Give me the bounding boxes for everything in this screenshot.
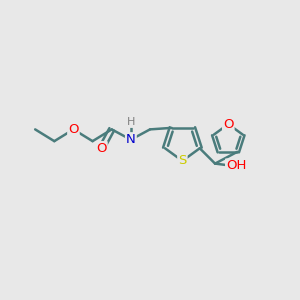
Text: O: O <box>223 118 234 130</box>
Text: OH: OH <box>226 159 246 172</box>
Text: O: O <box>96 142 107 155</box>
Text: N: N <box>126 133 136 146</box>
Text: O: O <box>68 123 79 136</box>
Text: S: S <box>178 154 187 167</box>
Text: H: H <box>127 117 135 127</box>
